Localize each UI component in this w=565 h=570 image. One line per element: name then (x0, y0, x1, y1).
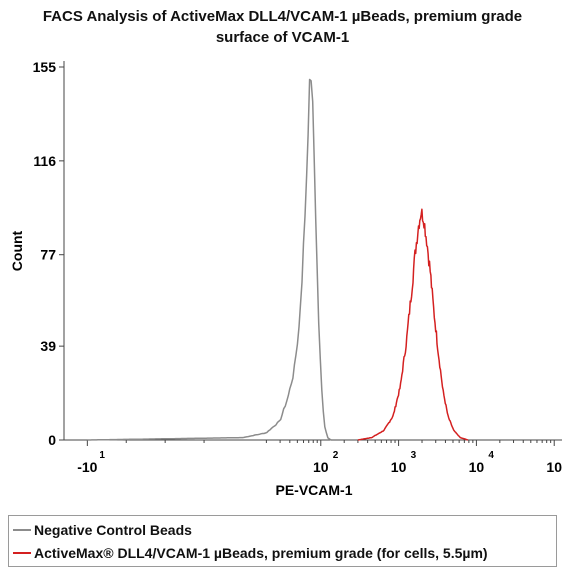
x-tick-label-exponent: 1 (99, 450, 105, 461)
legend-item-activemax-beads: ActiveMax® DLL4/VCAM-1 µBeads, premium g… (13, 542, 488, 564)
chart-title: FACS Analysis of ActiveMax DLL4/VCAM-1 µ… (0, 6, 565, 48)
x-tick-label-base: 10 (313, 459, 329, 475)
x-tick-label: 104 (469, 450, 495, 475)
legend-item-negative-control: Negative Control Beads (13, 519, 192, 541)
y-tick-label: 116 (33, 153, 56, 169)
x-tick-label-exponent: 2 (333, 450, 339, 461)
legend: Negative Control Beads ActiveMax® DLL4/V… (8, 515, 557, 567)
legend-label: ActiveMax® DLL4/VCAM-1 µBeads, premium g… (34, 545, 488, 561)
x-tick-label-base: 10 (391, 459, 407, 475)
y-axis-label: Count (9, 230, 25, 271)
chart-title-line-1: FACS Analysis of ActiveMax DLL4/VCAM-1 µ… (42, 8, 523, 25)
y-tick-label: 39 (40, 338, 56, 354)
x-tick-label: 105 (546, 459, 562, 475)
x-tick-label-base: 10 (469, 459, 485, 475)
series-line-negative-control (87, 78, 332, 441)
chart-title-line-2: surface of VCAM-1 (215, 29, 350, 46)
y-tick-label: 77 (40, 247, 56, 263)
x-tick-label-base: -10 (77, 459, 97, 475)
series-line-activemax-beads (357, 208, 469, 441)
series-layer (87, 78, 469, 441)
x-tick-label: 10 3 (391, 450, 417, 475)
x-axis-label: PE-VCAM-1 (275, 482, 352, 498)
legend-swatch-gray (13, 529, 31, 531)
x-tick-label-base: 10 (546, 459, 562, 475)
x-tick-label: 10 2 (313, 450, 339, 475)
legend-swatch-red (13, 552, 31, 554)
y-tick-label: 155 (33, 59, 57, 75)
x-tick-label-exponent: 3 (411, 450, 417, 461)
y-tick-label: 0 (48, 432, 56, 448)
x-tick-label-exponent: 4 (488, 450, 494, 461)
x-tick-label: -101 (77, 450, 105, 475)
legend-label: Negative Control Beads (34, 522, 192, 538)
